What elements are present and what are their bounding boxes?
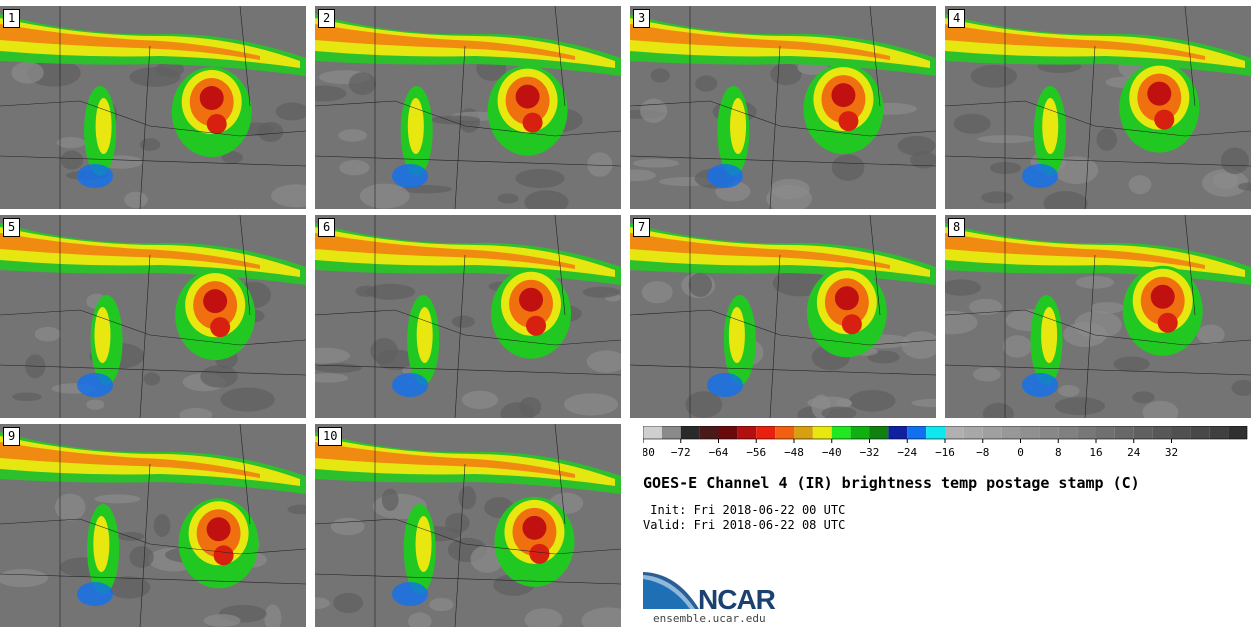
colorbar-bin xyxy=(888,426,908,439)
colorbar-tick-label: −48 xyxy=(784,446,804,459)
colorbar-bin xyxy=(737,426,757,439)
init-time: Init: Fri 2018-06-22 00 UTC xyxy=(643,503,846,517)
map-panel-9: 9 xyxy=(0,424,306,627)
colorbar-bin xyxy=(680,426,700,439)
satellite-ir-map xyxy=(315,6,621,209)
ncar-logo-text: NCAR xyxy=(698,584,776,615)
colorbar-tick-label: 0 xyxy=(1017,446,1024,459)
map-panel-8: 8 xyxy=(945,215,1251,418)
colorbar-tick-label: −40 xyxy=(822,446,842,459)
colorbar-bin xyxy=(1114,426,1134,439)
satellite-ir-map xyxy=(630,215,936,418)
satellite-ir-map xyxy=(945,6,1251,209)
colorbar-tick-label: −72 xyxy=(671,446,691,459)
colorbar-bin xyxy=(775,426,794,439)
colorbar-bin xyxy=(1152,426,1172,439)
colorbar-bin xyxy=(1133,426,1153,439)
colorbar-bin xyxy=(643,426,662,439)
panel-number: 5 xyxy=(3,218,21,237)
satellite-ir-map xyxy=(315,424,621,627)
colorbar-tick-label: −56 xyxy=(746,446,766,459)
colorbar-bin xyxy=(1096,426,1115,439)
map-panel-2: 2 xyxy=(315,6,621,209)
colorbar-tick-label: 24 xyxy=(1127,446,1141,459)
panel-number: 4 xyxy=(948,9,966,28)
colorbar-tick-label: 16 xyxy=(1089,446,1102,459)
colorbar-tick-label: 8 xyxy=(1055,446,1062,459)
colorbar-bin xyxy=(1039,426,1059,439)
map-panel-10: 10 xyxy=(315,424,621,627)
map-panel-5: 5 xyxy=(0,215,306,418)
colorbar-bin xyxy=(661,426,681,439)
colorbar-bin xyxy=(1228,426,1247,439)
panel-number: 2 xyxy=(318,9,336,28)
colorbar-bin xyxy=(907,426,927,439)
map-panel-3: 3 xyxy=(630,6,936,209)
map-panel-1: 1 xyxy=(0,6,306,209)
colorbar-bin xyxy=(756,426,776,439)
colorbar-bin xyxy=(1209,426,1229,439)
colorbar-tick-label: −24 xyxy=(897,446,917,459)
satellite-ir-map xyxy=(0,215,306,418)
satellite-ir-map xyxy=(315,215,621,418)
colorbar-bin xyxy=(982,426,1002,439)
panel-number: 6 xyxy=(318,218,336,237)
colorbar-bin xyxy=(869,426,889,439)
colorbar-tick-label: −32 xyxy=(860,446,880,459)
panel-number: 3 xyxy=(633,9,651,28)
colorbar-bin xyxy=(1171,426,1191,439)
colorbar-bin xyxy=(963,426,983,439)
colorbar-tick-label: 32 xyxy=(1165,446,1178,459)
colorbar-bin xyxy=(699,426,719,439)
map-panel-6: 6 xyxy=(315,215,621,418)
colorbar-tick-label: −8 xyxy=(976,446,989,459)
logo-url: ensemble.ucar.edu xyxy=(653,612,766,625)
colorbar-tick-label: −64 xyxy=(709,446,729,459)
colorbar-bin xyxy=(1058,426,1078,439)
ncar-logo-icon xyxy=(643,572,699,609)
colorbar-bin xyxy=(1190,426,1210,439)
panel-number: 7 xyxy=(633,218,651,237)
colorbar-bin xyxy=(718,426,738,439)
satellite-ir-map xyxy=(945,215,1251,418)
satellite-ir-map xyxy=(0,424,306,627)
colorbar-bin xyxy=(831,426,851,439)
colorbar-bin xyxy=(850,426,870,439)
satellite-ir-map xyxy=(0,6,306,209)
panel-number: 10 xyxy=(318,427,343,446)
colorbar-tick-label: −16 xyxy=(935,446,955,459)
satellite-ir-map xyxy=(630,6,936,209)
panel-number: 8 xyxy=(948,218,966,237)
map-panel-4: 4 xyxy=(945,6,1251,209)
colorbar-bin xyxy=(926,426,945,439)
colorbar-bin xyxy=(794,426,813,439)
panel-number: 1 xyxy=(3,9,21,28)
colorbar-tick-label: −80 xyxy=(643,446,655,459)
colorbar-bin xyxy=(945,426,964,439)
map-panel-7: 7 xyxy=(630,215,936,418)
colorbar-bin xyxy=(1020,426,1040,439)
colorbar-bin xyxy=(812,426,832,439)
figure-title: GOES-E Channel 4 (IR) brightness temp po… xyxy=(643,474,1140,492)
colorbar-bin xyxy=(1001,426,1021,439)
panel-number: 9 xyxy=(3,427,21,446)
valid-time: Valid: Fri 2018-06-22 08 UTC xyxy=(643,518,846,532)
colorbar-bin xyxy=(1077,426,1096,439)
